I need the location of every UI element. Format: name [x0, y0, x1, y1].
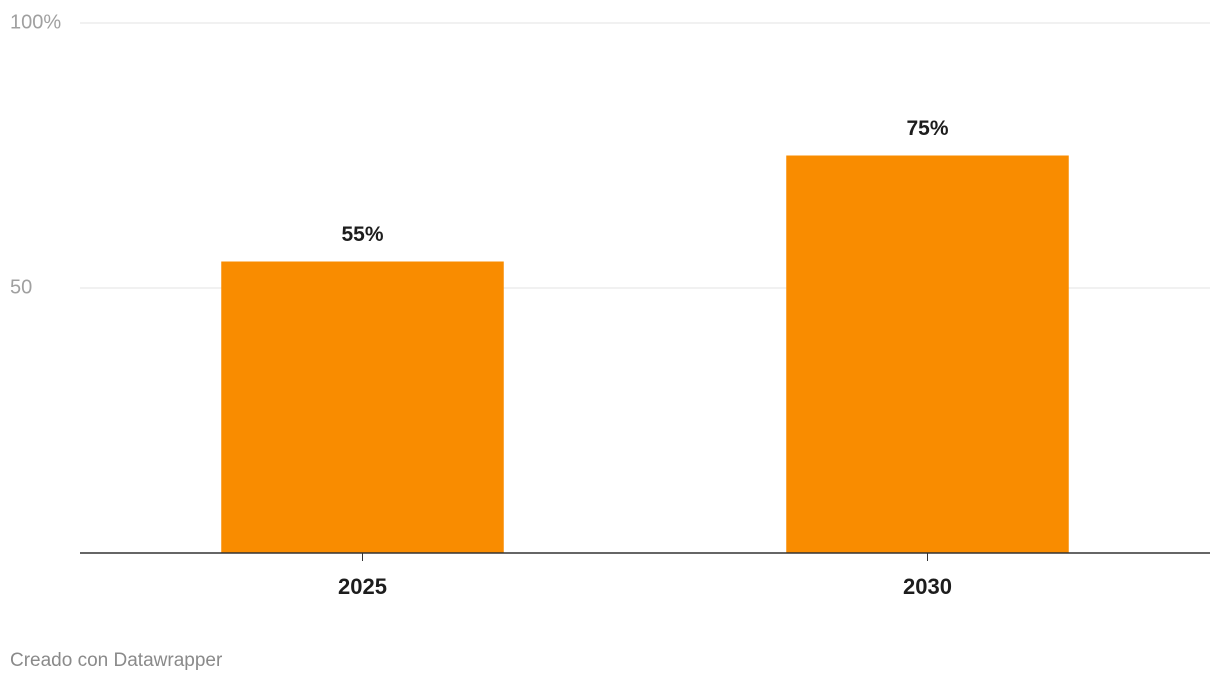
value-label: 75% [906, 117, 948, 140]
bar [221, 261, 504, 553]
value-label: 55% [341, 223, 383, 246]
y-tick-label: 50 [10, 276, 32, 298]
bar [786, 155, 1069, 553]
x-tick-label: 2025 [338, 574, 387, 599]
credit: Creado con Datawrapper [10, 650, 223, 671]
y-tick-label: 100% [10, 11, 61, 33]
x-tick-label: 2030 [903, 574, 952, 599]
